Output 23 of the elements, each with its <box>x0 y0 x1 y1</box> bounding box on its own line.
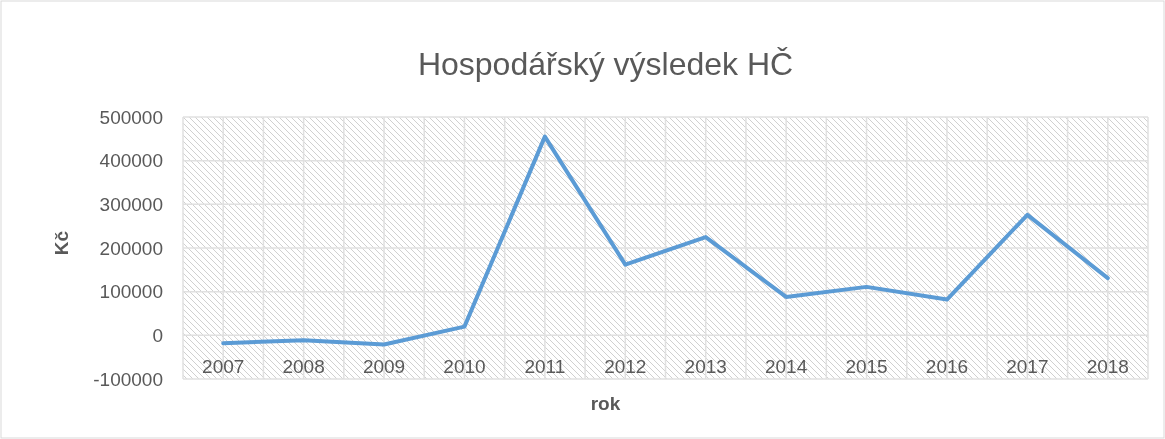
x-tick-label: 2012 <box>604 356 647 378</box>
x-tick-label: 2015 <box>845 356 888 378</box>
y-tick-label: -100000 <box>93 368 163 390</box>
x-tick-label: 2018 <box>1086 356 1129 378</box>
x-axis-title: rok <box>590 393 621 414</box>
x-tick-label: 2017 <box>1006 356 1049 378</box>
x-tick-label: 2008 <box>282 356 325 378</box>
y-tick-label: 100000 <box>99 281 163 303</box>
x-tick-label: 2011 <box>524 356 566 378</box>
y-tick-label: 300000 <box>99 193 163 215</box>
y-tick-label: 200000 <box>99 237 163 259</box>
x-tick-label: 2009 <box>362 356 406 378</box>
y-tick-label: 400000 <box>99 150 163 172</box>
x-tick-label: 2007 <box>202 356 245 378</box>
x-tick-label: 2016 <box>925 356 969 378</box>
y-axis-title: Kč <box>51 230 72 256</box>
x-tick-label: 2013 <box>684 356 727 378</box>
x-tick-label: 2010 <box>443 356 486 378</box>
x-tick-label: 2014 <box>764 356 808 378</box>
line-series <box>221 134 1110 347</box>
chart-title: Hospodářský výsledek HČ <box>417 46 794 82</box>
y-tick-label: 0 <box>152 324 163 346</box>
y-tick-label: 500000 <box>99 106 163 128</box>
